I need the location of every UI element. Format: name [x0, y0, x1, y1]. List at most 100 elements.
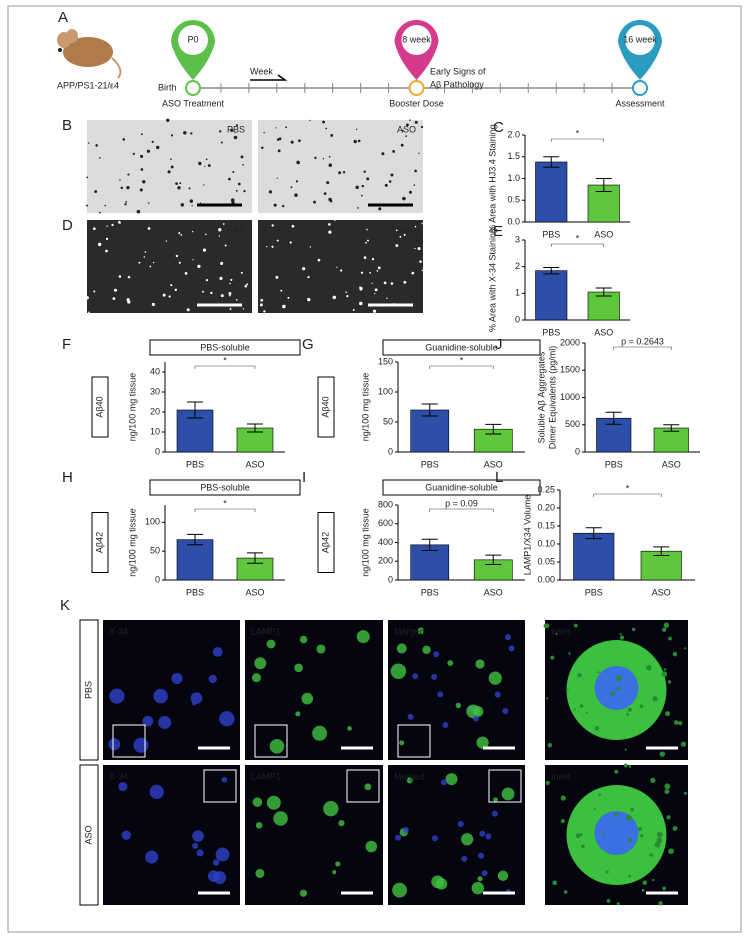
- micrograph-speck: [263, 310, 266, 313]
- micrograph-speck: [366, 177, 370, 181]
- micrograph-speck: [367, 239, 369, 242]
- micrograph-speck: [183, 131, 187, 135]
- micrograph-blob: [142, 715, 154, 727]
- inset-speck: [631, 627, 636, 632]
- micrograph-speck: [271, 245, 274, 248]
- micrograph-speck: [409, 119, 411, 121]
- micrograph-blob: [254, 657, 267, 670]
- inset-core: [594, 811, 639, 855]
- micrograph-speck: [417, 247, 421, 251]
- pin-point: [408, 80, 425, 96]
- x-tick-label: ASO: [245, 459, 264, 469]
- micrograph-speck: [307, 297, 311, 302]
- chart-title: Guanidine-soluble: [425, 482, 498, 492]
- inset-speck: [678, 721, 683, 726]
- micrograph-speck: [390, 173, 394, 177]
- micrograph-speck: [188, 187, 191, 190]
- micrograph-blob: [332, 870, 337, 875]
- micrograph-speck: [421, 269, 424, 272]
- group-label: Aβ40: [320, 396, 330, 417]
- micrograph-speck: [170, 165, 174, 169]
- micrograph-speck: [106, 225, 108, 227]
- column-label: X-34: [109, 771, 128, 781]
- micrograph-speck: [372, 309, 377, 313]
- micrograph-speck: [280, 289, 283, 292]
- micrograph-blob: [145, 850, 159, 864]
- x-tick-label: ASO: [652, 587, 671, 597]
- micrograph-blob: [476, 736, 489, 749]
- pin-tag: 16 week: [623, 34, 657, 44]
- inset-speck: [623, 763, 628, 768]
- micrograph-speck: [282, 304, 286, 309]
- micrograph-speck: [86, 176, 89, 179]
- micrograph-speck: [144, 251, 147, 253]
- inset-speck: [662, 886, 666, 891]
- micrograph-speck: [355, 185, 359, 190]
- micrograph-speck: [273, 203, 277, 207]
- micrograph-speck: [376, 269, 379, 272]
- micrograph-blob: [402, 826, 409, 833]
- micrograph-blob: [396, 643, 407, 654]
- micrograph-speck: [377, 266, 381, 270]
- micrograph-blob: [158, 715, 172, 729]
- inset-speck: [602, 833, 606, 836]
- row-label: PBS: [83, 681, 93, 699]
- micrograph-speck: [199, 202, 202, 204]
- inset-speck: [560, 819, 565, 824]
- micrograph-speck: [330, 134, 334, 137]
- micrograph-speck: [125, 201, 128, 203]
- micrograph-speck: [361, 184, 365, 188]
- micrograph: [388, 620, 525, 760]
- micrograph-speck: [418, 152, 420, 154]
- x-tick-label: PBS: [585, 587, 603, 597]
- column-label: X-34: [109, 626, 128, 636]
- micrograph-speck: [314, 156, 317, 160]
- micrograph-blob: [255, 868, 265, 878]
- micrograph-speck: [392, 150, 396, 153]
- micrograph-speck: [218, 228, 222, 232]
- micrograph-blob: [190, 692, 203, 705]
- micrograph-speck: [190, 132, 193, 135]
- y-tick-label: 2000: [560, 337, 580, 347]
- micrograph: [245, 765, 383, 905]
- micrograph-blob: [392, 882, 408, 898]
- micrograph-speck: [155, 145, 160, 150]
- micrograph-speck: [140, 133, 143, 136]
- micrograph-speck: [357, 207, 359, 209]
- x-tick-label: ASO: [662, 459, 681, 469]
- x-tick-label: PBS: [542, 327, 560, 337]
- y-tick-label: 0.00: [537, 574, 555, 584]
- inset-speck: [619, 633, 622, 636]
- micrograph-speck: [228, 292, 232, 295]
- micrograph-blob: [251, 673, 261, 683]
- y-tick-label: 100: [145, 517, 160, 527]
- week-arrow: [250, 74, 288, 81]
- micrograph-speck: [224, 244, 227, 247]
- micrograph-speck: [295, 180, 299, 183]
- micrograph-speck: [244, 284, 248, 288]
- micrograph-blob: [252, 797, 263, 807]
- micrograph-speck: [414, 225, 417, 228]
- micrograph-blob: [477, 876, 483, 882]
- micrograph-blob: [493, 797, 498, 803]
- y-tick-label: 20: [150, 406, 160, 416]
- y-axis-label: ng/100 mg tissue: [360, 373, 370, 442]
- panel-label: G: [302, 336, 314, 353]
- micrograph-speck: [328, 163, 333, 168]
- micrograph-blob: [323, 801, 339, 817]
- y-tick-label: 0: [388, 446, 393, 456]
- error-bar: [485, 423, 502, 435]
- inset-speck: [628, 874, 632, 878]
- inset-speck: [640, 834, 644, 838]
- inset-speck: [642, 880, 648, 886]
- inset-speck: [663, 622, 670, 628]
- micrograph-blob: [213, 871, 227, 884]
- micrograph-speck: [390, 282, 394, 285]
- micrograph-speck: [342, 171, 346, 174]
- micrograph-speck: [202, 290, 205, 293]
- micrograph-blob: [431, 875, 445, 889]
- y-tick-label: 0: [388, 574, 393, 584]
- inset-speck: [663, 668, 667, 671]
- chart-title: Guanidine-soluble: [425, 342, 498, 352]
- inset-speck: [605, 870, 609, 874]
